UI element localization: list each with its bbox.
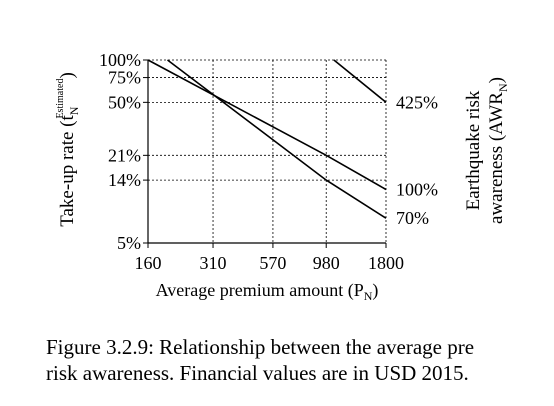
x-tick-label: 160: [135, 253, 162, 273]
x-tick-label: 310: [200, 253, 227, 273]
y-tick-label: 75%: [108, 68, 141, 88]
figure-caption: Figure 3.2.9: Relationship between the a…: [46, 335, 475, 385]
grid-lines: [148, 59, 387, 243]
y-axis-title: Take-up rate (tNEstimated): [55, 72, 81, 227]
axis-labels: 5%14%21%50%75%100%160 310 570 980 1800425%10…: [55, 50, 510, 303]
right-axis-title-line2: awareness (AWRN): [486, 77, 510, 224]
series-label: 425%: [396, 92, 438, 112]
y-tick-label: 5%: [117, 233, 141, 253]
series-label: 70%: [396, 208, 429, 228]
x-tick-label: 570: [259, 253, 286, 273]
x-axis-title: Average premium amount (PN): [156, 280, 379, 303]
y-tick-label: 100%: [99, 50, 141, 70]
x-tick-label: 1800: [368, 253, 404, 273]
right-axis-title-line1: Earthquake risk: [463, 90, 484, 210]
series-lines: [147, 59, 387, 219]
x-tick-label: 980: [313, 253, 340, 273]
series-line: [167, 59, 387, 219]
y-tick-label: 50%: [108, 92, 141, 112]
y-tick-label: 14%: [108, 170, 141, 190]
axes: [143, 59, 387, 248]
y-tick-label: 21%: [108, 145, 141, 165]
series-line: [147, 59, 387, 191]
series-line: [333, 59, 387, 103]
series-label: 100%: [396, 180, 438, 200]
